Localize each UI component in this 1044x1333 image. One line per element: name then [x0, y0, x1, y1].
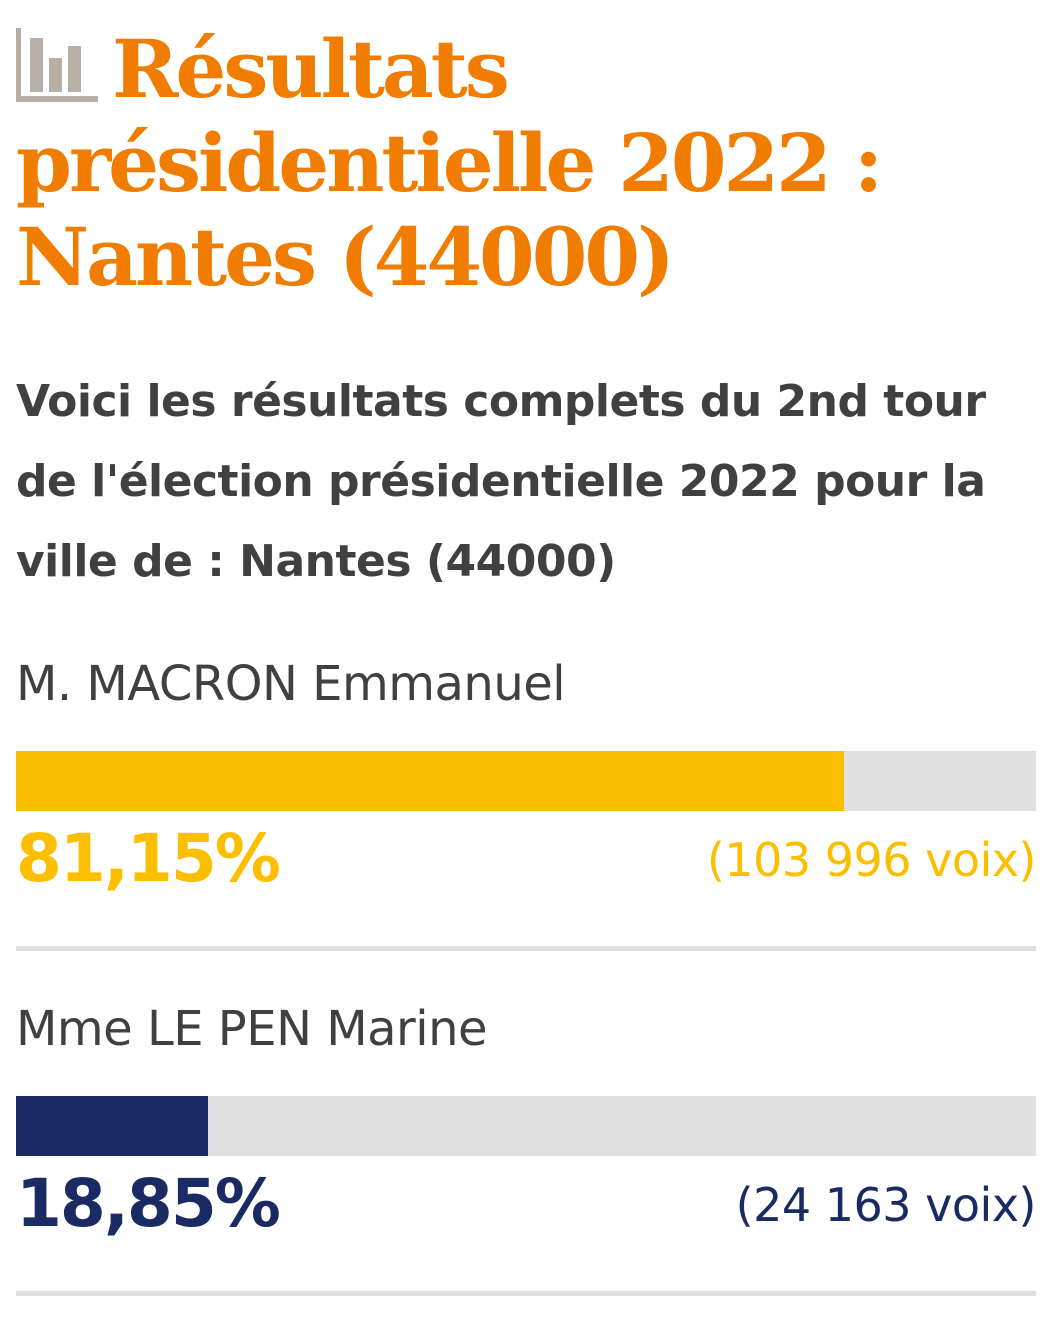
candidate-result: M. MACRON Emmanuel 81,15% (103 996 voix) — [16, 654, 1037, 954]
candidate-percent: 18,85% — [16, 1165, 281, 1242]
result-bar-track — [16, 1096, 1036, 1156]
candidate-result: Mme LE PEN Marine 18,85% (24 163 voix) — [16, 999, 1037, 1299]
page-title-text: Résultats présidentielle 2022 : Nantes (… — [16, 22, 883, 304]
divider — [16, 1291, 1036, 1296]
result-bar-track — [16, 751, 1036, 811]
candidate-percent: 81,15% — [16, 820, 281, 897]
result-bar-fill — [16, 1096, 209, 1156]
page-title: Résultats présidentielle 2022 : Nantes (… — [16, 22, 1036, 304]
candidate-name: Mme LE PEN Marine — [16, 1001, 488, 1057]
candidate-votes: (24 163 voix) — [735, 1178, 1037, 1232]
bar-chart-icon — [16, 28, 98, 102]
candidate-name: M. MACRON Emmanuel — [16, 656, 566, 712]
candidate-votes: (103 996 voix) — [706, 833, 1037, 887]
divider — [16, 946, 1036, 951]
result-bar-fill — [16, 751, 844, 811]
intro-text: Voici les résultats complets du 2nd tour… — [16, 376, 986, 587]
